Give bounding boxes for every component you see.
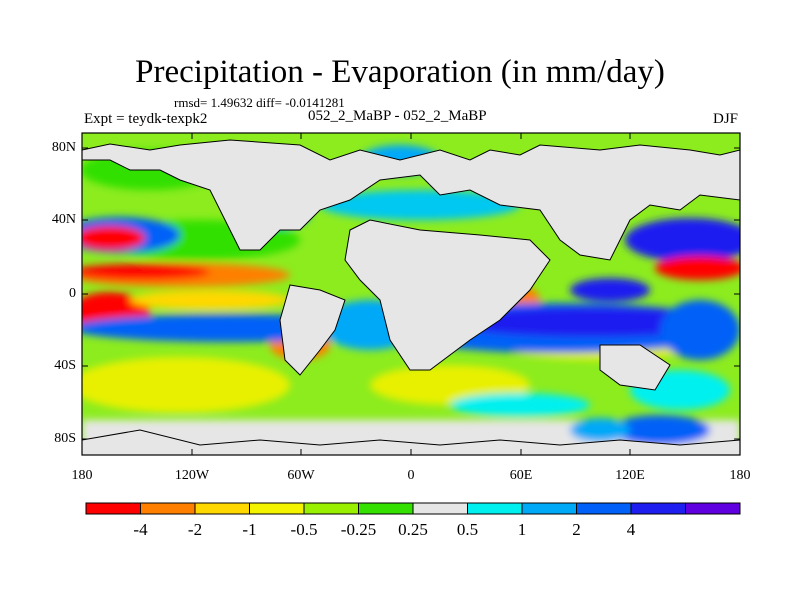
colorbar-label: 0.5 xyxy=(456,520,479,539)
precip-evap-field xyxy=(82,133,740,455)
plot-title: Precipitation - Evaporation (in mm/day) xyxy=(135,54,665,90)
colorbar-label: 4 xyxy=(626,520,636,539)
lat-label-40n: 40N xyxy=(51,212,76,227)
colorbar-label: 0.25 xyxy=(398,520,428,539)
lon-label-120e: 120E xyxy=(615,468,645,483)
colorbar-box-10 xyxy=(576,503,631,514)
season-label: DJF xyxy=(712,111,738,127)
colorbar-label: -0.25 xyxy=(340,520,377,539)
colorbar-box-5 xyxy=(304,503,359,514)
colorbar-box-6 xyxy=(358,503,413,514)
lat-label-0: 0 xyxy=(69,286,76,301)
lat-label-80s: 80S xyxy=(54,431,76,446)
colorbar-box-3 xyxy=(195,503,250,514)
colorbar-box-4 xyxy=(249,503,304,514)
colorbar-box-9 xyxy=(522,503,577,514)
experiment-label: Expt = teydk-texpk2 xyxy=(84,111,208,127)
lon-label-60w: 60W xyxy=(287,468,315,483)
lon-label-0: 0 xyxy=(407,468,415,483)
colorbar-box-7 xyxy=(413,503,468,514)
colorbar-box-12 xyxy=(685,503,740,514)
lon-label-60e: 60E xyxy=(509,468,533,483)
lat-label-80n: 80N xyxy=(51,140,76,155)
lat-label-40s: 40S xyxy=(54,358,76,373)
colorbar-box-11 xyxy=(631,503,686,514)
lon-label-180e: 180 xyxy=(729,468,751,483)
continent-outlines xyxy=(82,139,740,455)
colorbar-box-1 xyxy=(86,503,141,514)
colorbar-label: 1 xyxy=(517,520,527,539)
colorbar-label: 2 xyxy=(572,520,581,539)
colorbar-label: -1 xyxy=(242,520,257,539)
axis-ticks xyxy=(82,133,740,455)
colorbar-label: -2 xyxy=(187,520,203,539)
lon-label-180w: 180 xyxy=(71,468,93,483)
colorbar-box-2 xyxy=(140,503,195,514)
stats-text: rmsd= 1.49632 diff= -0.0141281 xyxy=(174,95,345,110)
lon-label-120w: 120W xyxy=(174,468,210,483)
colorbar-box-8 xyxy=(467,503,522,514)
colorbar xyxy=(85,502,741,515)
colorbar-label: -0.5 xyxy=(290,520,318,539)
dataset-label: 052_2_MaBP - 052_2_MaBP xyxy=(308,108,487,124)
colorbar-label: -4 xyxy=(133,520,148,539)
